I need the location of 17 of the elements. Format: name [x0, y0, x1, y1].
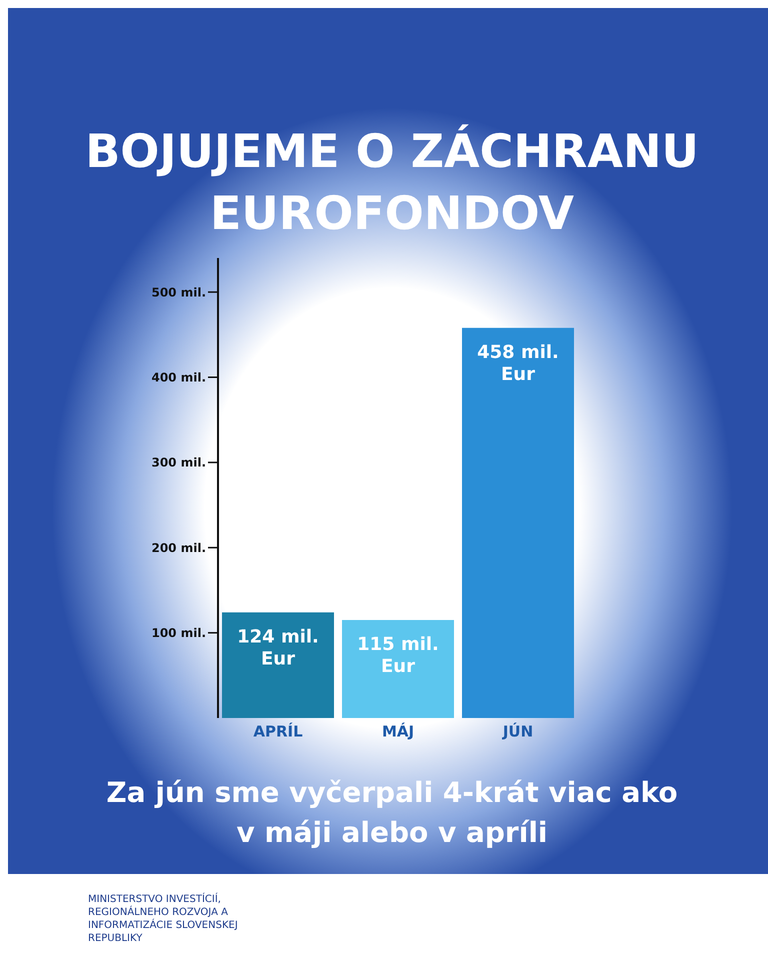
bar	[342, 620, 454, 718]
y-tick-label: 100 mil.	[151, 626, 206, 640]
data-label: 458 mil. Eur	[477, 342, 559, 385]
x-tick-label: APRÍL	[253, 722, 304, 741]
bar	[222, 612, 334, 718]
chart-title: BOJUJEME O ZÁCHRANU EUROFONDOV	[84, 123, 700, 242]
bar	[462, 328, 574, 718]
x-tick-label: JÚN	[502, 722, 534, 741]
text: MINISTERSTVO INVESTÍCIÍ, REGIONÁLNEHO ROZVOJA A INFORMATIZÁCIE SLOVENSKEJ REPUBLIKY	[88, 893, 239, 945]
y-tick-label: 500 mil.	[151, 285, 206, 300]
data-label: 115 mil. Eur	[357, 634, 439, 678]
text: Za jún sme vyčerpali 4-krát viac ako v máji alebo v apríli	[105, 775, 679, 851]
data-label: 124 mil. Eur	[237, 626, 319, 670]
y-tick-label: 400 mil.	[151, 370, 206, 385]
y-tick-label: 200 mil.	[151, 540, 206, 555]
x-tick-label: MÁJ	[382, 722, 414, 741]
y-tick-label: 300 mil.	[151, 456, 206, 470]
